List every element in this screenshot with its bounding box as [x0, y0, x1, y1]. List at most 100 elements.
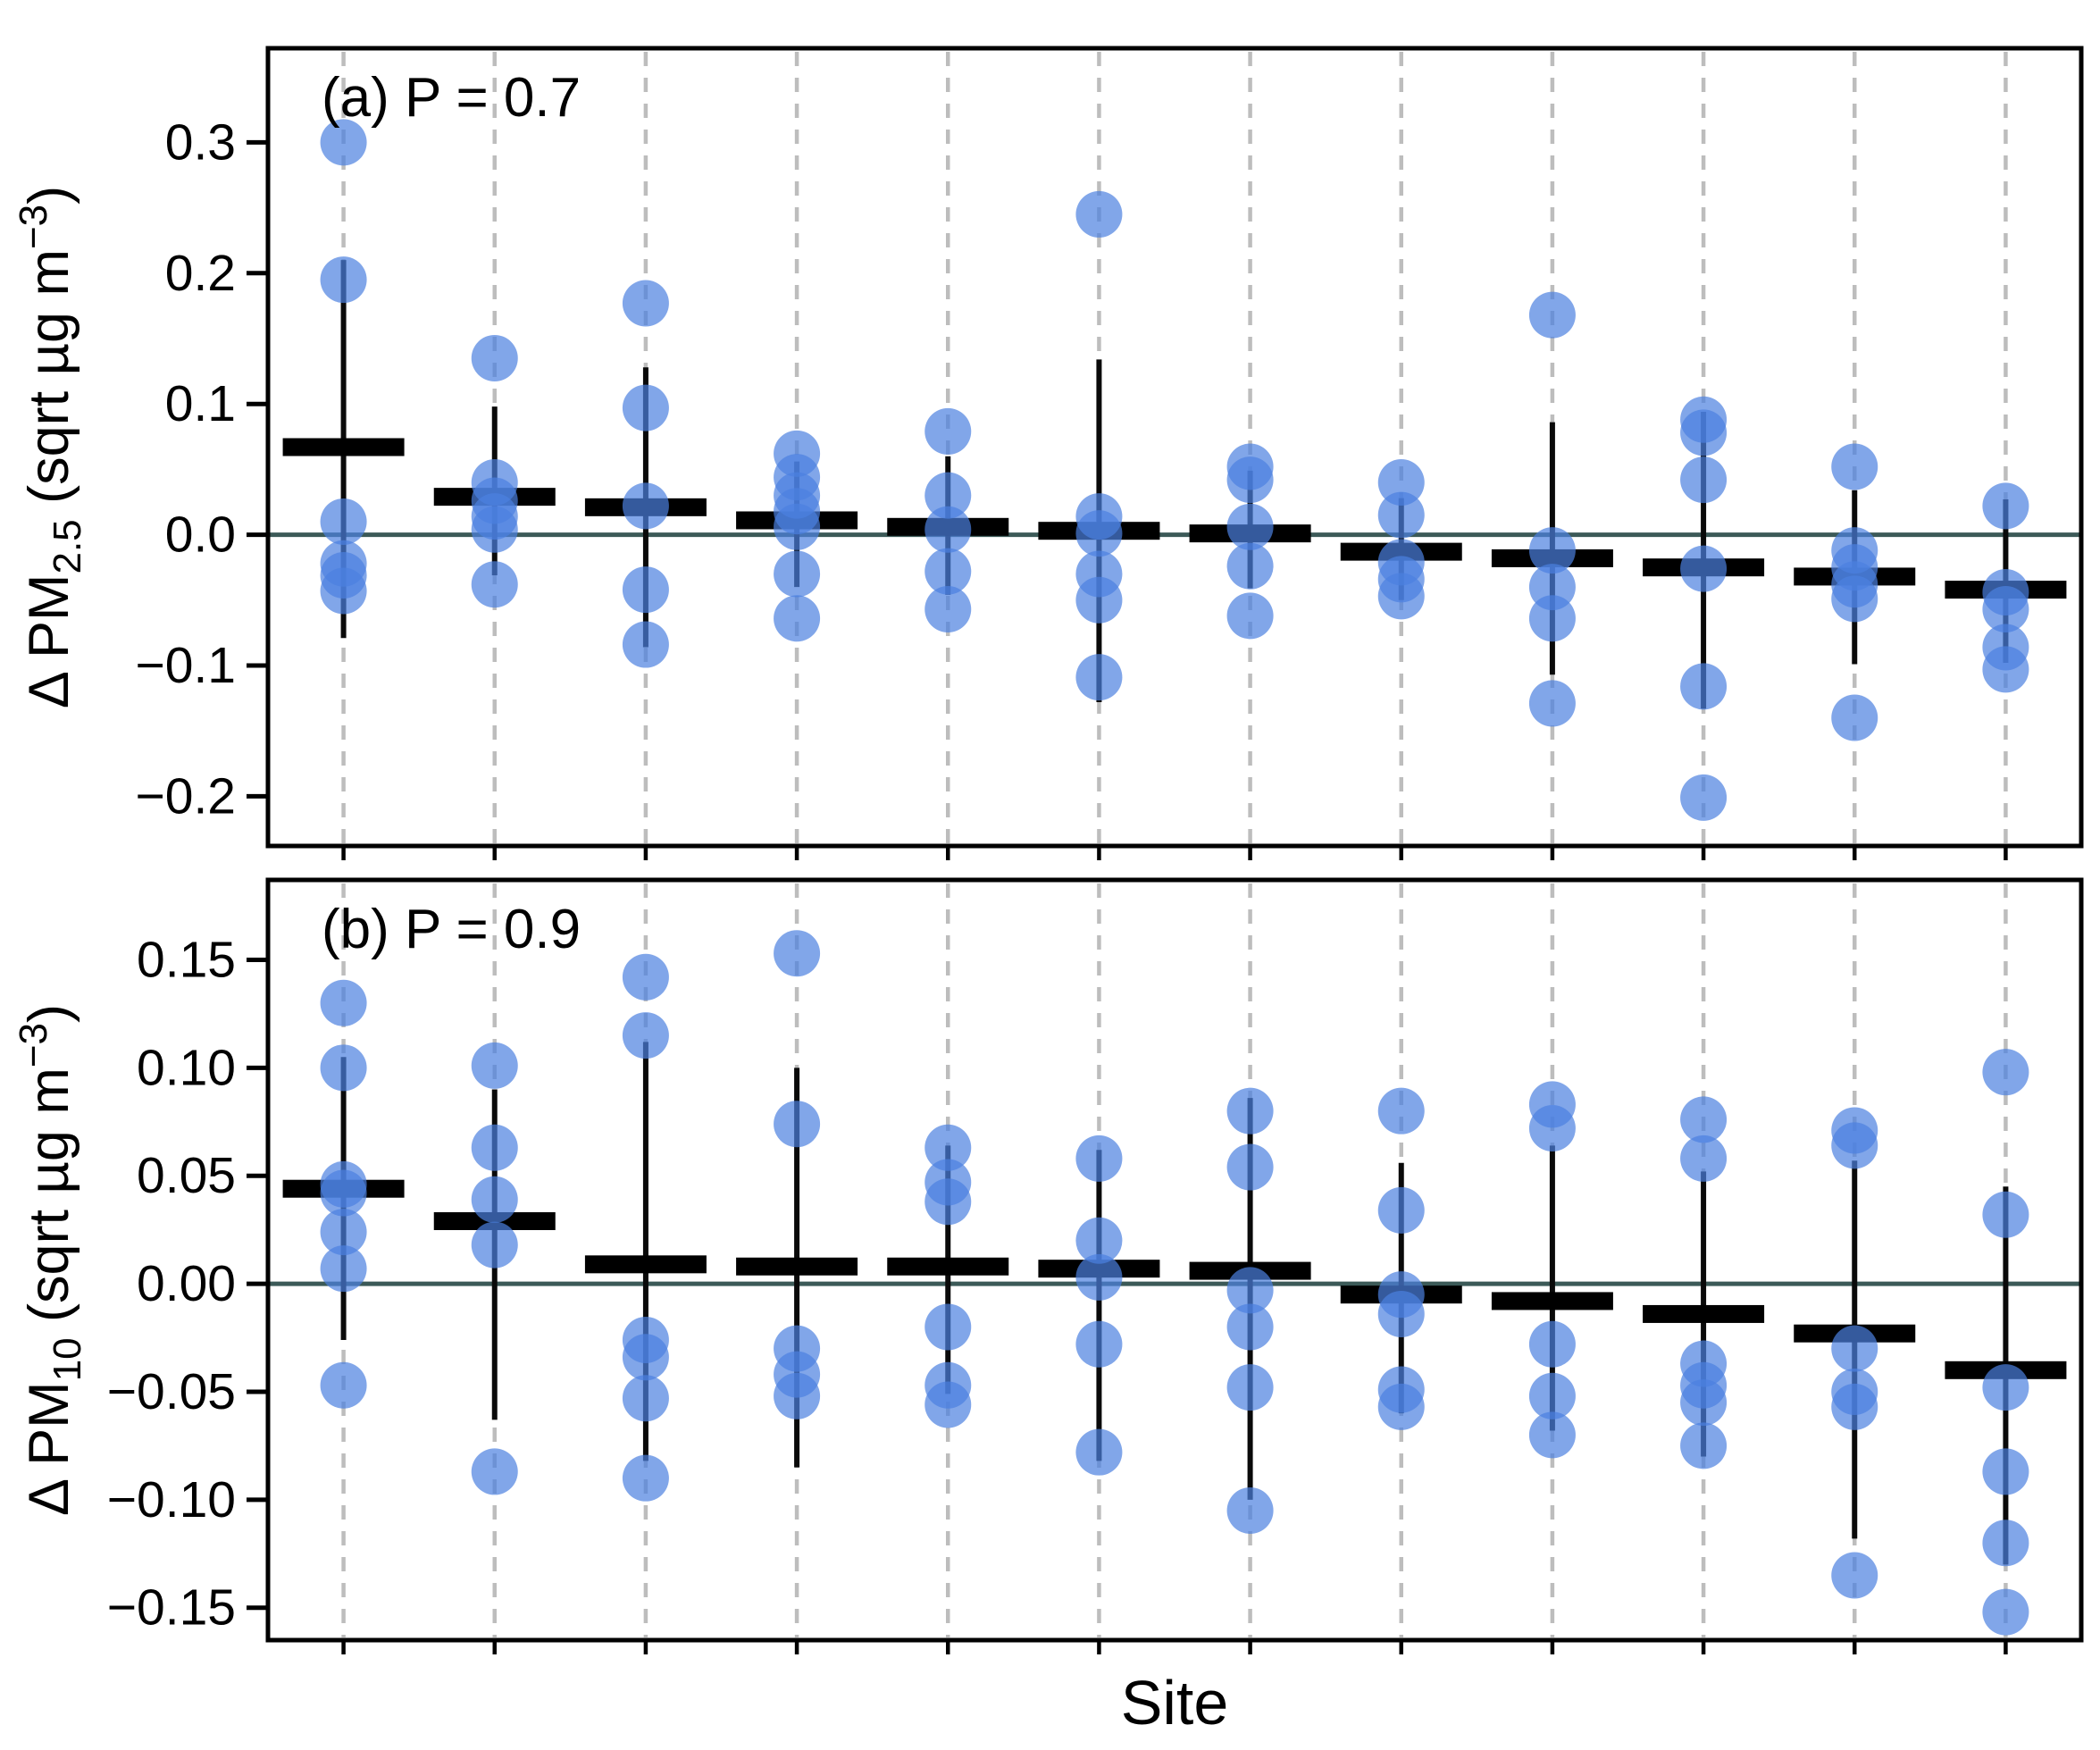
mean-bar: [736, 1257, 858, 1276]
data-point: [1528, 1320, 1576, 1368]
data-point: [1377, 573, 1425, 620]
y-axis-title: Δ PM2.5 (sqrt µg m−3): [12, 186, 89, 708]
data-point: [1226, 1486, 1274, 1534]
data-point: [1982, 1588, 2029, 1636]
data-point: [1226, 1143, 1274, 1191]
data-point: [774, 1372, 821, 1419]
mean-bar: [282, 438, 405, 456]
site-group: [887, 1124, 1009, 1428]
data-point: [471, 1176, 518, 1223]
data-point: [925, 472, 972, 519]
data-point: [1528, 1372, 1576, 1419]
data-point: [320, 1169, 367, 1217]
data-point: [471, 1448, 518, 1495]
data-point: [925, 1178, 972, 1226]
site-group: [1340, 1087, 1462, 1430]
data-point: [622, 953, 669, 1001]
data-point: [622, 621, 669, 668]
panel-label: (a) P = 0.7: [322, 67, 581, 129]
data-point: [320, 1361, 367, 1409]
y-tick-label: −0.1: [135, 637, 236, 694]
site-group: [1794, 1107, 1916, 1599]
data-point: [1680, 663, 1728, 710]
site-group: [433, 1042, 556, 1495]
site-group: [1643, 396, 1765, 821]
panel-a: 0.3 0.2 0.1 0.0 −0.1 −0.2 (a) P = 0.7 Δ PM2.5 (…: [12, 46, 2084, 860]
data-point: [774, 550, 821, 598]
data-point: [1075, 1217, 1123, 1264]
data-point: [1982, 1191, 2029, 1238]
data-point: [622, 1375, 669, 1422]
data-point: [320, 498, 367, 545]
site-group: [584, 953, 707, 1502]
data-point: [622, 566, 669, 614]
mean-bar: [1643, 1304, 1765, 1323]
panel-b: 0.15 0.10 0.05 0.00 −0.05 −0.10 −0.15 (b) P = 0…: [12, 877, 2084, 1654]
site-group: [282, 119, 405, 639]
data-point: [1680, 409, 1728, 456]
data-point: [1831, 694, 1878, 741]
data-point: [925, 1124, 972, 1171]
site-group: [1038, 190, 1160, 702]
data-point: [1982, 586, 2029, 633]
y-tick-label: 0.10: [137, 1039, 236, 1096]
data-point: [320, 1209, 367, 1256]
data-point: [471, 506, 518, 553]
data-point: [1680, 1135, 1728, 1182]
panel-label: (b) P = 0.9: [322, 899, 581, 960]
data-point: [1075, 510, 1123, 557]
data-point: [1377, 1186, 1425, 1234]
site-group: [584, 280, 707, 668]
data-point: [622, 482, 669, 530]
data-point: [925, 506, 972, 553]
data-point: [1528, 595, 1576, 642]
y-tick-label: 0.0: [165, 507, 236, 564]
data-point: [1831, 1552, 1878, 1599]
data-point: [1831, 1122, 1878, 1169]
data-point: [1680, 1379, 1728, 1427]
site-group: [736, 430, 858, 642]
y-axis-title: Δ PM10 (sqrt µg m−3): [12, 1004, 89, 1516]
data-point: [1831, 1325, 1878, 1372]
data-point: [925, 407, 972, 455]
data-point: [1377, 491, 1425, 539]
data-point: [1075, 190, 1123, 238]
site-group: [887, 407, 1009, 633]
data-point: [1680, 456, 1728, 504]
data-point: [1075, 1320, 1123, 1368]
data-point: [1226, 1087, 1274, 1135]
data-point: [1680, 545, 1728, 592]
data-point: [320, 119, 367, 166]
data-point: [1831, 443, 1878, 490]
data-point: [1377, 1383, 1425, 1430]
site-group: [736, 930, 858, 1468]
data-point: [1075, 654, 1123, 701]
mean-bar: [887, 1257, 1009, 1276]
data-point: [1075, 576, 1123, 624]
data-point: [1982, 1448, 2029, 1495]
y-tick-label: −0.10: [107, 1471, 236, 1528]
data-point: [471, 1221, 518, 1269]
site-group: [1643, 1096, 1765, 1469]
panel-border: [265, 877, 2084, 1643]
data-point: [320, 567, 367, 615]
data-point: [320, 979, 367, 1026]
data-point: [1377, 1087, 1425, 1135]
data-point: [774, 503, 821, 550]
data-point: [1680, 774, 1728, 821]
data-point: [774, 595, 821, 642]
data-point: [1226, 1267, 1274, 1314]
data-point: [1075, 1428, 1123, 1476]
data-point: [1075, 1135, 1123, 1182]
y-tick-label: 0.1: [165, 375, 236, 432]
x-axis-title: Site: [1121, 1668, 1229, 1737]
data-point: [1982, 1364, 2029, 1411]
data-point: [471, 561, 518, 608]
data-point: [1377, 459, 1425, 507]
site-group: [1340, 459, 1462, 620]
y-tick-label: 0.3: [165, 113, 236, 171]
site-group: [1945, 1049, 2067, 1636]
